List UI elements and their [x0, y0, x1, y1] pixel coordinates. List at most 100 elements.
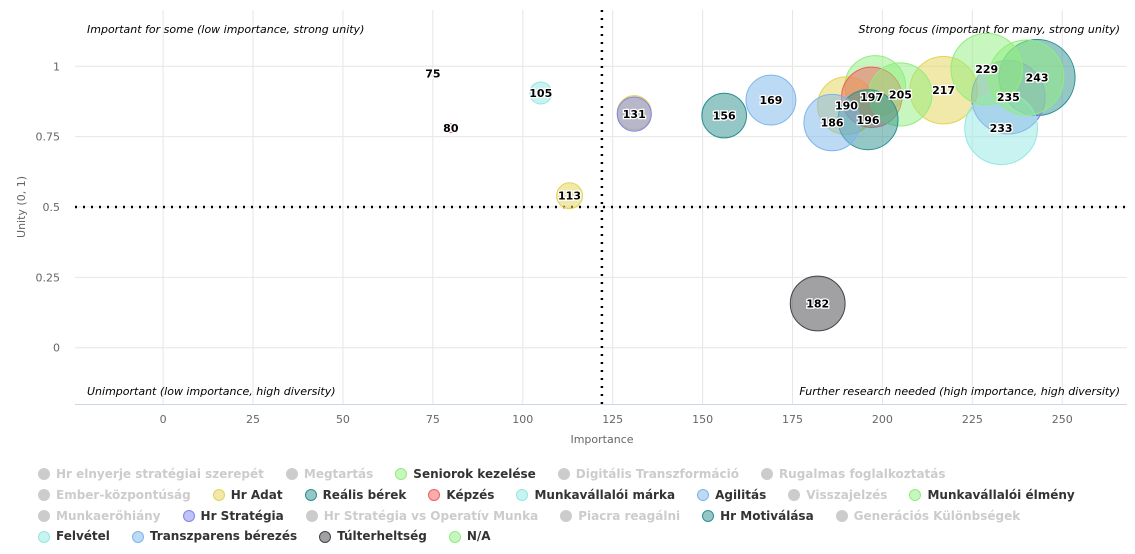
bubble-label: 233: [990, 122, 1013, 135]
bubble-label: 105: [529, 87, 552, 100]
x-tick-label: 225: [962, 413, 983, 426]
legend-item[interactable]: Ember-központúság: [38, 486, 191, 505]
legend-item[interactable]: Piacra reagálni: [560, 507, 680, 526]
x-axis-title: Importance: [570, 433, 633, 446]
legend-item[interactable]: Munkavállalói márka: [516, 486, 675, 505]
legend-item[interactable]: Reális bérek: [304, 486, 407, 505]
legend-symbol-icon: [909, 489, 922, 501]
legend-item[interactable]: Generációs Különbségek: [835, 507, 1021, 526]
legend-item[interactable]: Munkavállalói élmény: [909, 486, 1075, 505]
bubble-label: 80: [443, 122, 459, 135]
bubble-n-a[interactable]: [988, 39, 1065, 116]
legend-item[interactable]: Digitális Transzformáció: [557, 465, 739, 484]
legend-label: Túlterheltség: [337, 529, 427, 544]
legend-label: Megtartás: [303, 467, 374, 481]
x-tick-label: 175: [782, 413, 803, 426]
legend-label: Digitális Transzformáció: [575, 467, 739, 481]
bubble-munkav-llal-i-m-rka[interactable]: [529, 81, 553, 105]
legend-item[interactable]: Rugalmas foglalkoztatás: [760, 465, 946, 484]
x-tick-label: 100: [512, 413, 533, 426]
bubble-k-pz-s[interactable]: [445, 123, 456, 134]
legend-item[interactable]: Hr Motiválása: [702, 507, 814, 526]
legend-item[interactable]: Visszajelzés: [788, 486, 887, 505]
legend-item[interactable]: Hr Stratégia vs Operatív Munka: [305, 507, 539, 526]
legend-item[interactable]: Felvétel: [38, 527, 110, 546]
legend-label: Hr Motiválása: [720, 508, 814, 523]
quadrant-label-top-left: Important for some (low importance, stro…: [87, 23, 364, 36]
bubble-re-lis-b-rek[interactable]: [701, 92, 748, 139]
x-tick-label: 75: [426, 413, 440, 426]
bubble-label: 113: [558, 190, 581, 203]
legend-symbol-icon: [319, 530, 332, 543]
legend-symbol-icon: [212, 489, 225, 501]
legend-label: Rugalmas foglalkoztatás: [778, 467, 946, 481]
legend-item[interactable]: N/A: [448, 527, 491, 546]
legend-symbol-icon: [285, 468, 298, 481]
bubble-labels: 113 190 217 156 243 80 197 105 169 205 131 235 196 75…: [424, 62, 1050, 312]
y-tick-label: 0.75: [36, 131, 61, 144]
legend-item[interactable]: Munkaerőhiány: [38, 507, 161, 526]
legend-item[interactable]: Képzés: [428, 486, 494, 505]
bubble-chart: 113 190 217 156 243 80 197 105 169 205 131 235 196 75…: [15, 10, 1127, 446]
legend-symbol-icon: [448, 530, 461, 543]
bubble-label: 235: [997, 91, 1020, 104]
legend-label: N/A: [466, 529, 491, 544]
y-tick-label: 1: [53, 60, 60, 73]
bubble-label: 75: [425, 67, 440, 80]
legend-symbol-icon: [38, 509, 50, 522]
legend-label: Generációs Különbségek: [853, 508, 1021, 523]
legend-item[interactable]: Agilitás: [697, 486, 766, 505]
legend-symbol-icon: [560, 509, 573, 522]
legend-item[interactable]: Seniorok kezelése: [395, 465, 536, 484]
legend-label: Hr Stratégia vs Operatív Munka: [323, 508, 539, 523]
legend-item[interactable]: Hr elnyerje stratégiai szerepét: [38, 465, 264, 484]
legend-symbol-icon: [788, 489, 801, 501]
legend-label: Munkavállalói élmény: [927, 487, 1075, 502]
bubble-label: 243: [1026, 72, 1049, 85]
legend-label: Reális bérek: [322, 487, 407, 502]
legend-item[interactable]: Hr Stratégia: [182, 507, 284, 526]
legend-symbol-icon: [38, 489, 50, 501]
legend: Hr elnyerje stratégiai szerepét Megtartás…: [38, 465, 1128, 548]
legend-symbol-icon: [702, 509, 715, 522]
bubble-hr-adat[interactable]: [556, 182, 583, 210]
legend-label: Munkaerőhiány: [56, 508, 161, 523]
legend-item[interactable]: Hr Adat: [212, 486, 283, 505]
legend-symbol-icon: [395, 468, 408, 481]
legend-symbol-icon: [38, 530, 50, 543]
x-tick-label: 250: [1052, 413, 1073, 426]
quadrant-label-top-right: Strong focus (important for many, strong…: [858, 23, 1120, 36]
bubble-agilit-s[interactable]: [745, 74, 797, 126]
legend-symbol-icon: [557, 468, 570, 481]
legend-label: Ember-központúság: [56, 487, 191, 502]
legend-label: Seniorok kezelése: [413, 467, 536, 481]
bubble-felv-tel[interactable]: [429, 69, 437, 77]
bubble-label: 186: [821, 117, 844, 130]
bubble-label: 197: [860, 91, 883, 104]
legend-symbol-icon: [697, 489, 710, 501]
legend-item[interactable]: Megtartás: [285, 465, 374, 484]
x-tick-label: 50: [336, 413, 350, 426]
legend-label: Visszajelzés: [806, 487, 888, 502]
bubble-transzparens-b-rez-s[interactable]: [803, 93, 861, 152]
x-tick-label: 125: [602, 413, 623, 426]
y-tick-label: 0.25: [36, 271, 61, 284]
bubble-hr-strat-gia[interactable]: [616, 96, 652, 132]
bubble-label: 196: [857, 114, 880, 127]
bubble-t-lterhelts-g[interactable]: [789, 275, 846, 332]
legend-item[interactable]: Túlterheltség: [319, 527, 427, 546]
x-tick-label: 200: [872, 413, 893, 426]
legend-symbol-icon: [835, 509, 848, 522]
legend-label: Transzparens bérezés: [149, 529, 298, 544]
x-tick-label: 150: [692, 413, 713, 426]
y-tick-label: 0.5: [43, 201, 61, 214]
legend-symbol-icon: [304, 489, 317, 501]
legend-symbol-icon: [760, 468, 773, 481]
y-tick-label: 0: [53, 342, 60, 355]
quadrant-label-bottom-left: Unimportant (low importance, high divers…: [87, 385, 336, 398]
bubble-label: 205: [889, 88, 912, 101]
x-tick-label: 25: [246, 413, 260, 426]
legend-label: Felvétel: [56, 529, 110, 544]
legend-item[interactable]: Transzparens bérezés: [131, 527, 298, 546]
legend-label: Hr Adat: [230, 487, 283, 502]
